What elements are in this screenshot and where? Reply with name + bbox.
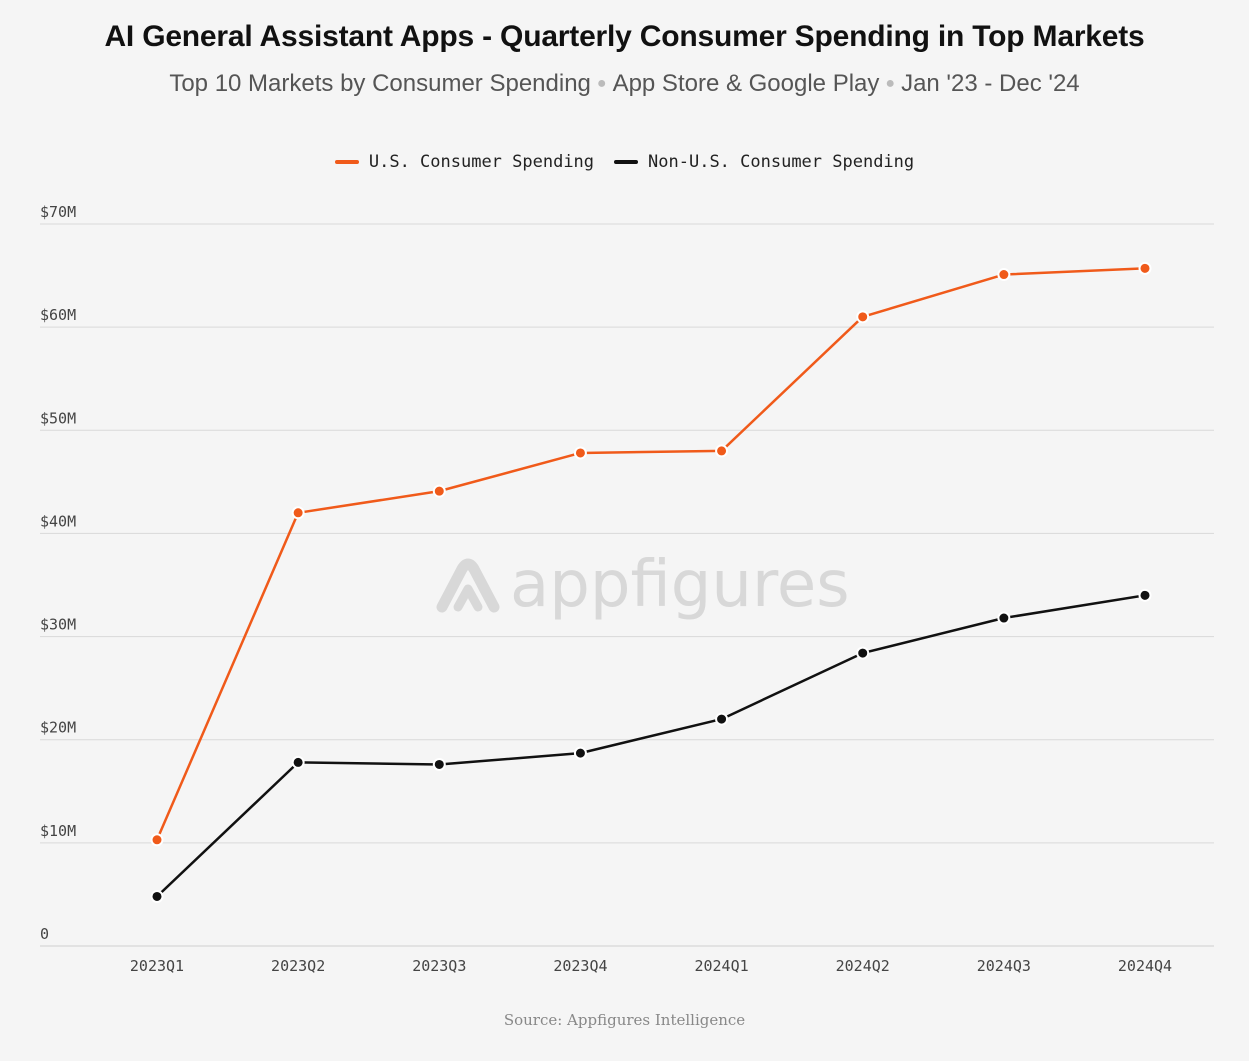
- data-point-non-us[interactable]: [573, 746, 587, 760]
- data-point-us[interactable]: [1138, 261, 1152, 275]
- data-point-non-us[interactable]: [150, 889, 164, 903]
- x-tick-label: 2024Q4: [1118, 957, 1172, 975]
- y-tick-label: $40M: [40, 512, 76, 530]
- data-point-non-us[interactable]: [291, 755, 305, 769]
- y-tick-label: $60M: [40, 306, 76, 324]
- x-tick-label: 2024Q1: [694, 957, 748, 975]
- y-tick-label: $50M: [40, 409, 76, 427]
- x-tick-label: 2024Q2: [836, 957, 890, 975]
- data-point-us[interactable]: [856, 310, 870, 324]
- y-tick-label: $70M: [40, 203, 76, 221]
- data-point-non-us[interactable]: [997, 611, 1011, 625]
- y-tick-label: $20M: [40, 719, 76, 737]
- x-tick-label: 2024Q3: [977, 957, 1031, 975]
- x-tick-label: 2023Q4: [553, 957, 607, 975]
- data-point-us[interactable]: [150, 833, 164, 847]
- data-point-non-us[interactable]: [432, 757, 446, 771]
- series-line-us: [155, 267, 1147, 842]
- chart-title: AI General Assistant Apps - Quarterly Co…: [104, 20, 1145, 53]
- series-points: [150, 261, 1152, 903]
- x-tick-label: 2023Q3: [412, 957, 466, 975]
- data-point-non-us[interactable]: [856, 646, 870, 660]
- legend-swatch-non-us: [614, 160, 639, 164]
- legend-swatch-us: [334, 160, 359, 164]
- legend-item-non-us[interactable]: Non-U.S. Consumer Spending: [614, 152, 914, 172]
- chart-legend: U.S. Consumer Spending Non-U.S. Consumer…: [0, 152, 1249, 172]
- legend-label-non-us: Non-U.S. Consumer Spending: [648, 152, 915, 172]
- chart-subtitle: Top 10 Markets by Consumer Spending ● App …: [0, 70, 1249, 98]
- data-point-us[interactable]: [432, 484, 446, 498]
- data-point-non-us[interactable]: [1138, 588, 1152, 602]
- source-note: Source: Appfigures Intelligence: [503, 1011, 746, 1029]
- series-line-non-us: [155, 594, 1147, 898]
- data-point-us[interactable]: [573, 446, 587, 460]
- x-tick-label: 2023Q2: [271, 957, 325, 975]
- y-tick-label: $10M: [40, 822, 76, 840]
- grid-lines: [40, 223, 1214, 947]
- legend-label-us: U.S. Consumer Spending: [368, 152, 595, 172]
- subtitle-separator: ●: [885, 75, 896, 92]
- y-tick-label: $30M: [40, 616, 76, 634]
- y-axis-tick-labels: 0 $10M $20M $30M $40M $50M $60M $70M: [40, 203, 76, 943]
- x-axis-tick-labels: 2023Q1 2023Q2 2023Q3 2023Q4 2024Q1 2024Q2 2024…: [130, 957, 1172, 975]
- x-tick-label: 2023Q1: [130, 957, 184, 975]
- subtitle-date-range: Jan '23 - Dec '24: [901, 70, 1080, 97]
- data-point-non-us[interactable]: [715, 712, 729, 726]
- data-point-us[interactable]: [997, 268, 1011, 282]
- legend-item-us[interactable]: U.S. Consumer Spending: [334, 152, 595, 172]
- subtitle-separator: ●: [596, 75, 607, 92]
- y-tick-label: 0: [40, 925, 49, 943]
- data-point-us[interactable]: [291, 506, 305, 520]
- data-point-us[interactable]: [715, 444, 729, 458]
- subtitle-stores: App Store & Google Play: [612, 70, 880, 97]
- subtitle-markets: Top 10 Markets by Consumer Spending: [169, 70, 591, 97]
- series-lines: [155, 267, 1147, 898]
